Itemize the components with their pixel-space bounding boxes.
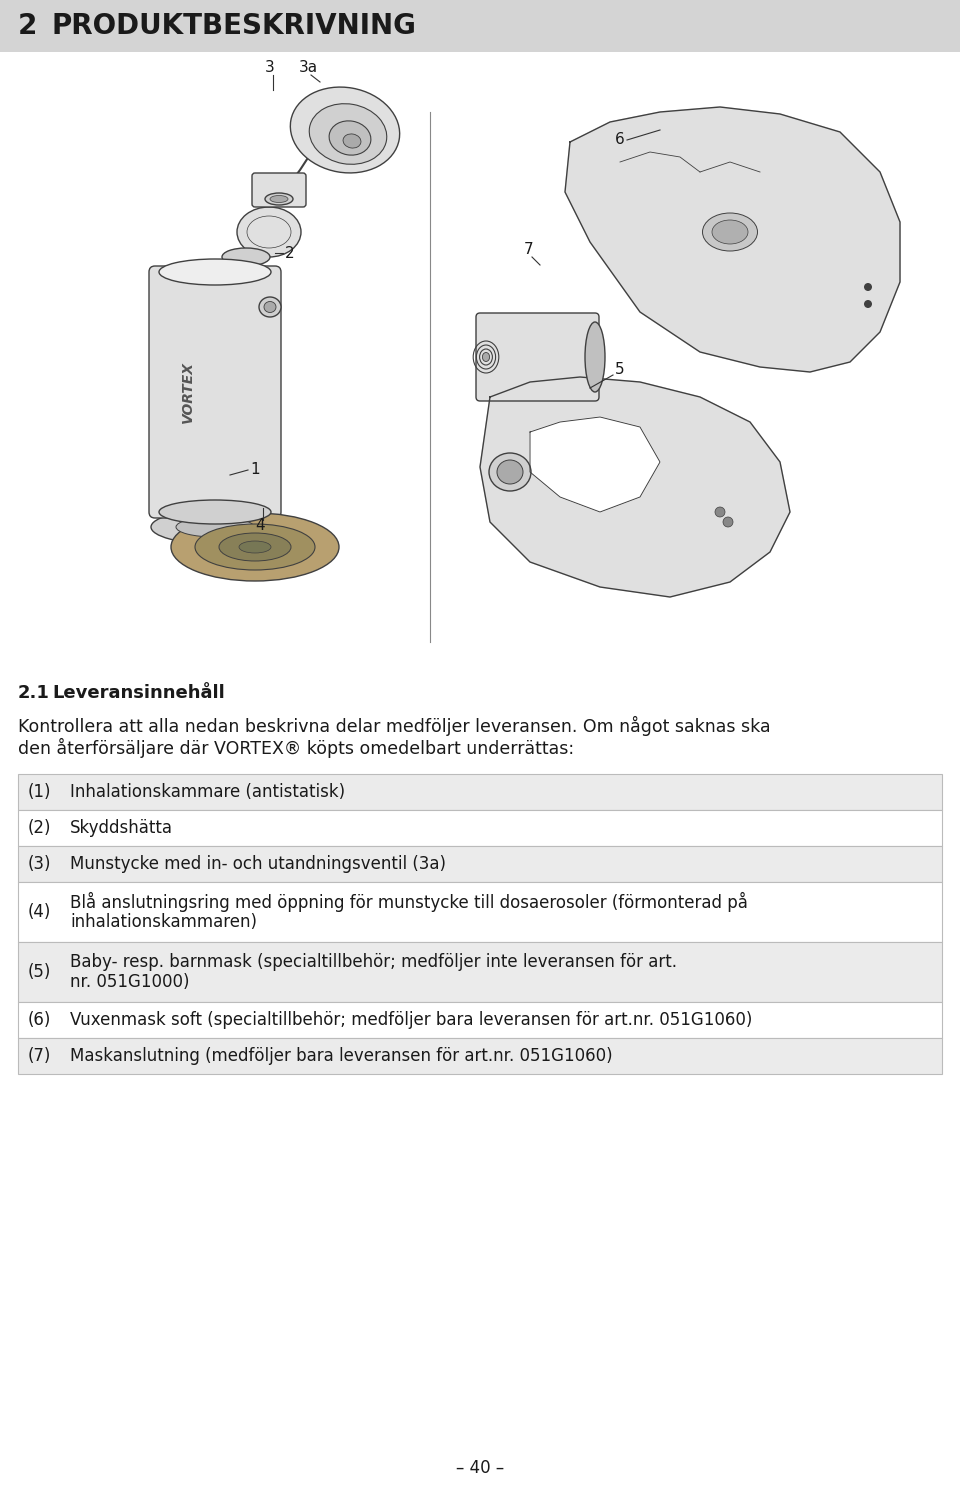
Ellipse shape [497, 460, 523, 484]
Ellipse shape [239, 541, 271, 553]
Bar [18, 1039, 942, 1075]
Text: den återförsäljare där VORTEX® köpts omedelbart underrättas:: den återförsäljare där VORTEX® köpts ome… [18, 738, 574, 758]
Ellipse shape [265, 192, 293, 204]
Ellipse shape [703, 213, 757, 251]
Bar [18, 846, 942, 882]
Circle shape [723, 517, 733, 528]
Polygon shape [565, 107, 900, 373]
Text: nr. 051G1000): nr. 051G1000) [70, 972, 189, 990]
Bar [18, 1003, 942, 1039]
Ellipse shape [237, 207, 301, 257]
Ellipse shape [151, 510, 279, 544]
Circle shape [864, 301, 872, 308]
Ellipse shape [171, 513, 339, 582]
Text: 1: 1 [251, 463, 260, 478]
Ellipse shape [343, 134, 361, 149]
Ellipse shape [309, 104, 387, 164]
Text: Munstycke med in- och utandningsventil (3a): Munstycke med in- och utandningsventil (… [70, 855, 446, 873]
Text: Leveransinnehåll: Leveransinnehåll [52, 684, 225, 702]
Polygon shape [530, 416, 660, 513]
FancyBboxPatch shape [476, 313, 599, 401]
Ellipse shape [489, 452, 531, 491]
Text: 7: 7 [524, 242, 534, 257]
Ellipse shape [329, 120, 371, 155]
Text: (6): (6) [28, 1012, 52, 1030]
Bar [18, 774, 942, 810]
Ellipse shape [195, 525, 315, 570]
Text: 2: 2 [18, 12, 37, 41]
FancyBboxPatch shape [149, 266, 281, 519]
Text: Baby- resp. barnmask (specialtillbehör; medföljer inte leveransen för art.: Baby- resp. barnmask (specialtillbehör; … [70, 953, 677, 971]
Bar [18, 882, 942, 942]
Text: inhalationskammaren): inhalationskammaren) [70, 912, 257, 930]
Text: 2.1: 2.1 [18, 684, 50, 702]
Text: – 40 –: – 40 – [456, 1459, 504, 1477]
Bar [18, 810, 942, 846]
Ellipse shape [264, 302, 276, 313]
Text: 3a: 3a [299, 60, 318, 75]
Text: Blå anslutningsring med öppning för munstycke till dosaerosoler (förmonterad på: Blå anslutningsring med öppning för muns… [70, 891, 748, 912]
Text: VORTEX: VORTEX [181, 361, 195, 422]
Ellipse shape [270, 195, 288, 203]
Ellipse shape [482, 353, 490, 362]
Ellipse shape [219, 534, 291, 561]
Text: PRODUKTBESKRIVNING: PRODUKTBESKRIVNING [52, 12, 417, 41]
Ellipse shape [159, 259, 271, 286]
Ellipse shape [290, 87, 399, 173]
Bar [0, 0, 960, 53]
Text: Inhalationskammare (antistatisk): Inhalationskammare (antistatisk) [70, 783, 346, 801]
Text: (3): (3) [28, 855, 52, 873]
Text: 5: 5 [615, 362, 625, 377]
Text: 6: 6 [615, 132, 625, 147]
Text: Kontrollera att alla nedan beskrivna delar medföljer leveransen. Om något saknas: Kontrollera att alla nedan beskrivna del… [18, 715, 771, 736]
Text: (7): (7) [28, 1048, 52, 1066]
Circle shape [715, 507, 725, 517]
Bar [18, 942, 942, 1003]
Text: 3: 3 [265, 60, 275, 75]
Ellipse shape [159, 500, 271, 525]
Text: (2): (2) [28, 819, 52, 837]
Bar [0, 53, 960, 661]
Text: (4): (4) [28, 903, 52, 921]
Text: 4: 4 [255, 517, 265, 532]
Text: Maskanslutning (medföljer bara leveransen för art.nr. 051G1060): Maskanslutning (medföljer bara leveranse… [70, 1048, 612, 1066]
Ellipse shape [259, 298, 281, 317]
Text: 2: 2 [285, 245, 295, 260]
Ellipse shape [585, 322, 605, 392]
Text: Skyddshätta: Skyddshätta [70, 819, 173, 837]
Text: (5): (5) [28, 963, 52, 981]
Circle shape [864, 283, 872, 292]
Polygon shape [480, 377, 790, 597]
Text: Vuxenmask soft (specialtillbehör; medföljer bara leveransen för art.nr. 051G1060: Vuxenmask soft (specialtillbehör; medföl… [70, 1012, 753, 1030]
Text: (1): (1) [28, 783, 52, 801]
Ellipse shape [712, 219, 748, 243]
Ellipse shape [222, 248, 270, 266]
FancyBboxPatch shape [252, 173, 306, 207]
Ellipse shape [176, 517, 254, 537]
